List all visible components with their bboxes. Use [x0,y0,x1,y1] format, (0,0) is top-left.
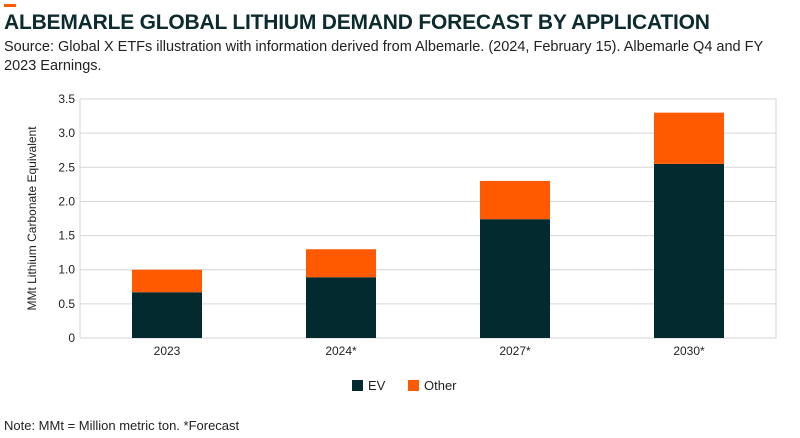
y-tick-label: 0 [68,331,75,345]
legend-label-other: Other [424,378,457,393]
legend-swatch-other [408,380,419,391]
y-tick-label: 1.5 [58,229,75,243]
bar-other-2023 [132,269,202,293]
legend-label-ev: EV [368,378,386,393]
chart-title: ALBEMARLE GLOBAL LITHIUM DEMAND FORECAST… [4,11,710,34]
bar-ev-2027 [480,219,550,338]
bar-ev-2030 [654,163,724,338]
y-tick-label: 2.5 [58,160,75,174]
x-tick-label: 2024* [325,344,357,358]
chart-source: Source: Global X ETFs illustration with … [4,39,763,74]
x-tick-label: 2023 [154,344,181,358]
y-tick-label: 1.0 [58,263,75,277]
bar-ev-2024 [306,277,376,338]
bar-other-2027 [480,180,550,220]
plot-frame [79,98,777,339]
x-tick-label: 2027* [499,344,531,358]
y-tick-label: 0.5 [58,297,75,311]
bar-ev-2023 [132,292,202,338]
legend: EV Other [352,378,457,393]
y-tick-label: 3.0 [58,126,75,140]
footnote: Note: MMt = Million metric ton. *Forecas… [4,418,240,433]
bar-other-2030 [654,112,724,164]
title-accent-bar [4,4,16,7]
bar-other-2024 [306,249,376,278]
bars [132,112,724,338]
y-axis-label: MMt Lithium Carbonate Equivalent [25,126,39,311]
y-tick-label: 2.0 [58,194,75,208]
legend-swatch-ev [352,380,363,391]
y-axis-ticks: 0 0.5 1.0 1.5 2.0 2.5 3.0 3.5 [58,92,75,345]
x-tick-label: 2030* [673,344,705,358]
y-tick-label: 3.5 [58,92,75,106]
x-axis-ticks: 2023 2024* 2027* 2030* [154,344,705,358]
